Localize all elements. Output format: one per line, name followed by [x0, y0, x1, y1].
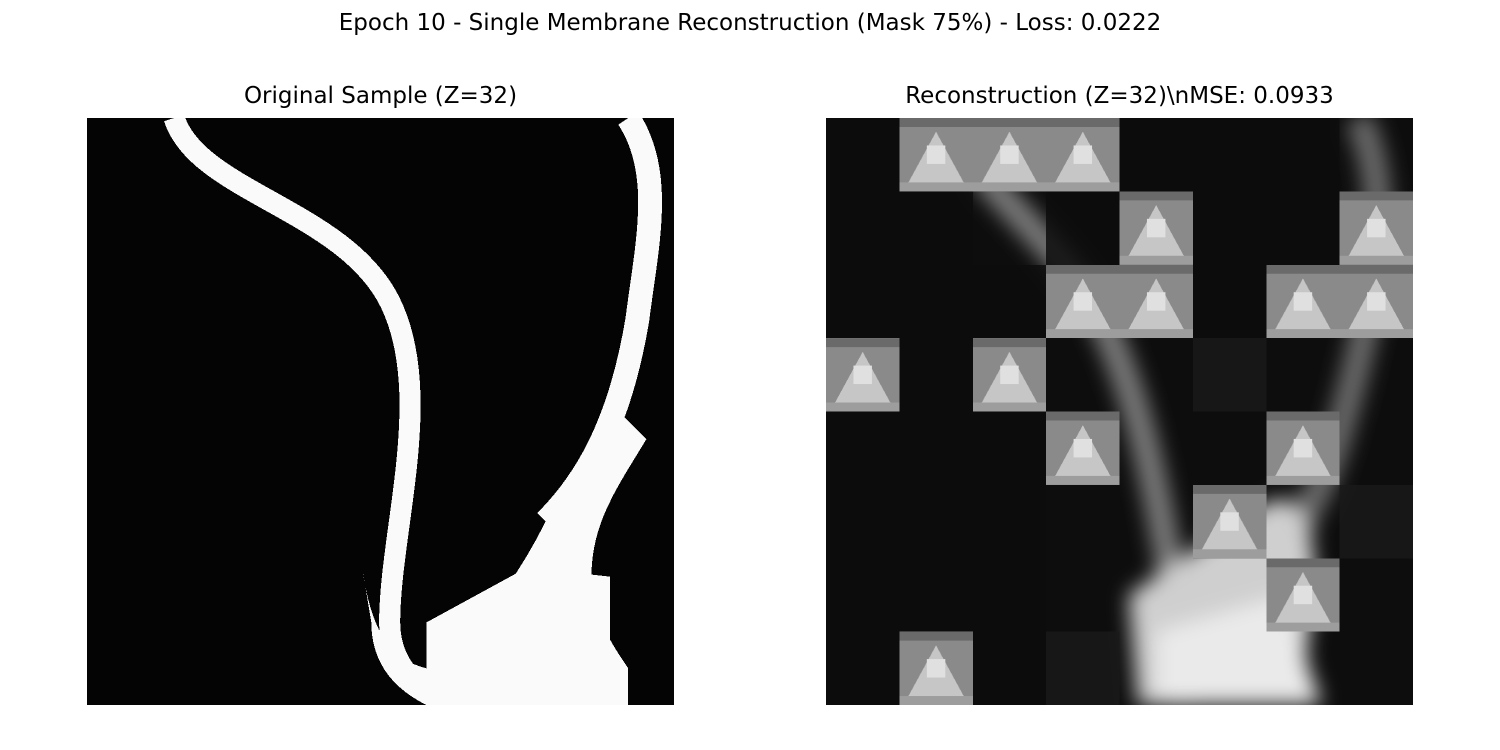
masked-patch — [1266, 411, 1340, 485]
background-patch — [972, 264, 1047, 339]
background-patch — [1192, 264, 1267, 339]
masked-patch — [1119, 264, 1193, 339]
background-patch — [1192, 191, 1267, 265]
masked-patch — [972, 338, 1047, 412]
masked-patch — [1192, 484, 1267, 559]
original-panel-title: Original Sample (Z=32) — [243, 83, 518, 109]
masked-patch — [826, 338, 900, 412]
masked-patch — [1119, 191, 1193, 265]
background-patch — [899, 191, 973, 265]
original-sample-image — [87, 118, 674, 705]
background-patch — [826, 264, 900, 339]
masked-patch — [1046, 118, 1120, 192]
background-patch — [899, 558, 973, 632]
background-patch — [899, 338, 973, 412]
background-patch — [972, 558, 1047, 632]
background-patch — [826, 411, 900, 485]
masked-patch — [899, 118, 973, 192]
background-patch — [826, 631, 900, 705]
background-patch — [1192, 338, 1267, 412]
background-patch — [899, 411, 973, 485]
figure-suptitle: Epoch 10 - Single Membrane Reconstructio… — [338, 10, 1162, 36]
background-patch — [826, 484, 900, 559]
masked-patch — [1339, 264, 1413, 339]
masked-patch — [972, 118, 1047, 192]
background-patch — [826, 118, 900, 192]
masked-patch — [1046, 264, 1120, 339]
masked-patch — [1266, 558, 1340, 632]
background-patch — [1046, 631, 1120, 705]
masked-patch — [1266, 264, 1340, 339]
background-patch — [899, 484, 973, 559]
background-patch — [899, 264, 973, 339]
background-patch — [972, 484, 1047, 559]
reconstruction-image — [826, 118, 1413, 705]
background-patch — [1192, 118, 1267, 192]
reconstruction-patches — [826, 118, 1413, 705]
background-patch — [1266, 118, 1340, 192]
background-patch — [972, 631, 1047, 705]
background-patch — [826, 191, 900, 265]
background-patch — [972, 411, 1047, 485]
masked-patch — [899, 631, 973, 705]
reconstruction-panel-title: Reconstruction (Z=32)\nMSE: 0.0933 — [905, 83, 1334, 109]
masked-patch — [1339, 191, 1413, 265]
background-patch — [826, 558, 900, 632]
background-patch — [1266, 191, 1340, 265]
background-patch — [1119, 118, 1193, 192]
background-patch — [1339, 484, 1413, 559]
background-patch — [1046, 191, 1120, 265]
masked-patch — [1046, 411, 1120, 485]
